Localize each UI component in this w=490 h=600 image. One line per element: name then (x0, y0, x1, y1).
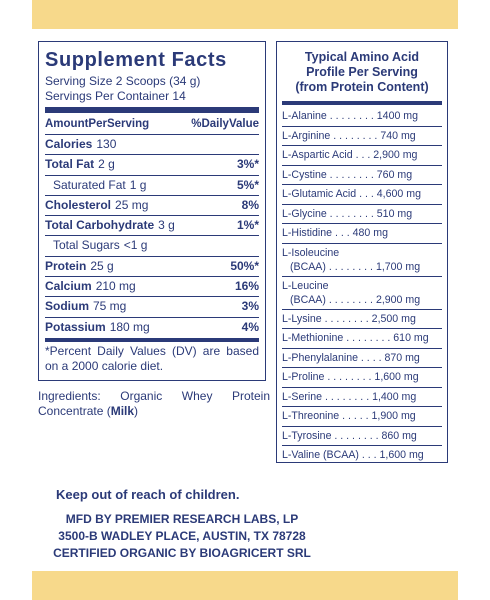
facts-row-label: Total Carbohydrate 3 g (45, 216, 175, 235)
nutrient-name: Total Fat (45, 157, 95, 172)
facts-row-label: Saturated Fat 1 g (45, 176, 146, 195)
ingredients-prefix: Ingredients: Organic Whey Protein Concen… (38, 389, 270, 418)
nutrient-dv: 4% (241, 319, 259, 334)
nutrient-dv: 3%* (236, 157, 259, 172)
bottom-color-band (32, 571, 458, 600)
facts-row: Sodium 75 mg 3% (45, 297, 259, 318)
facts-rows: Calories 130 Total Fat 2 g 3%* Saturated Fat 1… (45, 135, 259, 337)
amino-acid-item: L-Isoleucine (BCAA) . . . . . . . . 1,700… (282, 244, 442, 277)
nutrient-name: Protein (45, 258, 87, 273)
manufacturer-line3: CERTIFIED ORGANIC BY BIOAGRICERT SRL (53, 546, 311, 560)
amino-acid-list: L-Alanine . . . . . . . . 1400 mg L-Argin… (282, 107, 442, 465)
nutrient-name: Total Carbohydrate (45, 218, 155, 233)
manufacturer-info: MFD BY PREMIER RESEARCH LABS, LP 3500-B … (48, 511, 316, 562)
nutrient-name: Sodium (45, 299, 89, 314)
amino-acid-item: L-Proline . . . . . . . . 1,600 mg (282, 368, 442, 388)
serving-size: Serving Size 2 Scoops (34 g) (45, 74, 201, 88)
facts-row-label: Potassium 180 mg (45, 318, 150, 337)
amino-acid-name: L-Leucine (282, 279, 329, 292)
manufacturer-line1: MFD BY PREMIER RESEARCH LABS, LP (65, 512, 299, 526)
facts-row-label: Calories 130 (45, 135, 116, 154)
ingredients-suffix: ) (134, 404, 139, 418)
amino-acid-amount: (BCAA) . . . . . . . . 1,700 mg (290, 260, 421, 273)
amino-acid-name: L-Isoleucine (282, 246, 340, 259)
facts-row: Calcium 210 mg 16% (45, 277, 259, 298)
supplement-facts-title: Supplement Facts (45, 49, 227, 71)
amino-acid-amount: (BCAA) . . . . . . . . 2,900 mg (290, 293, 421, 306)
amino-acid-item: L-Aspartic Acid . . . 2,900 mg (282, 146, 442, 166)
amino-acid-item: L-Phenylalanine . . . . 870 mg (282, 349, 442, 368)
amino-acid-item: L-Glutamic Acid . . . 4,600 mg (282, 185, 442, 205)
facts-row: Total Sugars <1 g (45, 236, 259, 257)
nutrient-amount: 75 mg (93, 299, 127, 314)
warning-text: Keep out of reach of children. (56, 487, 240, 502)
header-amount: AmountPerServing (45, 118, 150, 130)
facts-row: Potassium 180 mg 4% (45, 318, 259, 337)
nutrient-name: Calcium (45, 279, 92, 294)
nutrient-dv: 3% (241, 299, 259, 314)
amino-acid-item: L-Alanine . . . . . . . . 1400 mg (282, 107, 442, 127)
nutrient-name: Calories (45, 137, 93, 151)
amino-title-line2: Profile Per Serving (306, 65, 418, 79)
facts-row-label: Cholesterol 25 mg (45, 196, 148, 215)
divider-thick (45, 107, 259, 113)
facts-row-label: Total Sugars <1 g (45, 236, 147, 255)
amino-acid-item: L-Leucine (BCAA) . . . . . . . . 2,900 mg (282, 277, 442, 310)
nutrient-name: Saturated Fat (53, 177, 126, 192)
facts-header: AmountPerServing %DailyValue (45, 115, 259, 135)
nutrient-dv: 5%* (236, 177, 259, 192)
nutrient-amount: 1 g (129, 177, 147, 192)
facts-row-label: Protein 25 g (45, 257, 114, 276)
nutrient-amount: 25 mg (115, 197, 149, 212)
ingredients-allergen: Milk (110, 404, 135, 418)
nutrient-amount: 210 mg (95, 279, 136, 294)
nutrient-amount: 180 mg (109, 319, 150, 334)
amino-acid-item: L-Methionine . . . . . . . . 610 mg (282, 329, 442, 349)
facts-row-label: Total Fat 2 g (45, 155, 115, 174)
nutrient-dv: 50%* (230, 258, 259, 273)
facts-row: Calories 130 (45, 135, 259, 156)
facts-row: Total Fat 2 g 3%* (45, 155, 259, 176)
amino-acid-item: L-Arginine . . . . . . . . 740 mg (282, 127, 442, 146)
manufacturer-line2: 3500-B WADLEY PLACE, AUSTIN, TX 78728 (58, 529, 306, 543)
top-color-band (32, 0, 458, 29)
amino-acid-item: L-Glycine . . . . . . . . 510 mg (282, 205, 442, 224)
header-dv: %DailyValue (191, 118, 259, 130)
amino-divider (282, 101, 442, 105)
amino-title-line1: Typical Amino Acid (304, 50, 420, 64)
nutrient-name: Cholesterol (45, 197, 112, 212)
nutrient-dv: 8% (241, 197, 259, 212)
facts-row-label: Calcium 210 mg (45, 277, 136, 296)
divider-mid (45, 337, 259, 342)
amino-acid-item: L-Histidine . . . 480 mg (282, 224, 442, 244)
nutrient-name: Potassium (45, 319, 106, 334)
facts-row-label: Sodium 75 mg (45, 297, 126, 316)
nutrient-amount: <1 g (123, 238, 148, 253)
servings-per-container: Servings Per Container 14 (45, 89, 186, 103)
facts-row: Protein 25 g 50%* (45, 257, 259, 278)
nutrient-name: Total Sugars (53, 238, 120, 253)
nutrient-amount: 2 g (98, 157, 115, 172)
dv-footnote: *Percent Daily Values (DV) are based on … (45, 343, 259, 373)
amino-acid-item: L-Valine (BCAA) . . . 1,600 mg (282, 449, 424, 461)
amino-acid-item: L-Threonine . . . . . 1,900 mg (282, 407, 442, 427)
amino-acid-item: L-Cystine . . . . . . . . 760 mg (282, 166, 442, 185)
facts-row: Cholesterol 25 mg 8% (45, 196, 259, 217)
supplement-facts-panel: Supplement Facts Serving Size 2 Scoops (… (38, 41, 266, 381)
amino-acid-item: L-Serine . . . . . . . . 1,400 mg (282, 388, 442, 407)
amino-acid-title: Typical Amino Acid Profile Per Serving (… (282, 50, 442, 95)
facts-row: Saturated Fat 1 g 5%* (45, 176, 259, 196)
amino-acid-item: L-Lysine . . . . . . . . 2,500 mg (282, 310, 442, 329)
amino-acid-panel: Typical Amino Acid Profile Per Serving (… (276, 41, 448, 463)
nutrient-amount: 25 g (90, 258, 114, 273)
nutrient-amount: 130 (96, 137, 117, 151)
nutrient-amount: 3 g (158, 218, 175, 233)
amino-title-line3: (from Protein Content) (295, 80, 429, 94)
facts-row: Total Carbohydrate 3 g 1%* (45, 216, 259, 237)
ingredients: Ingredients: Organic Whey Protein Concen… (38, 389, 270, 419)
nutrient-dv: 16% (234, 279, 259, 294)
amino-acid-item: L-Tyrosine . . . . . . . . 860 mg (282, 427, 442, 446)
nutrient-dv: 1%* (236, 218, 259, 233)
